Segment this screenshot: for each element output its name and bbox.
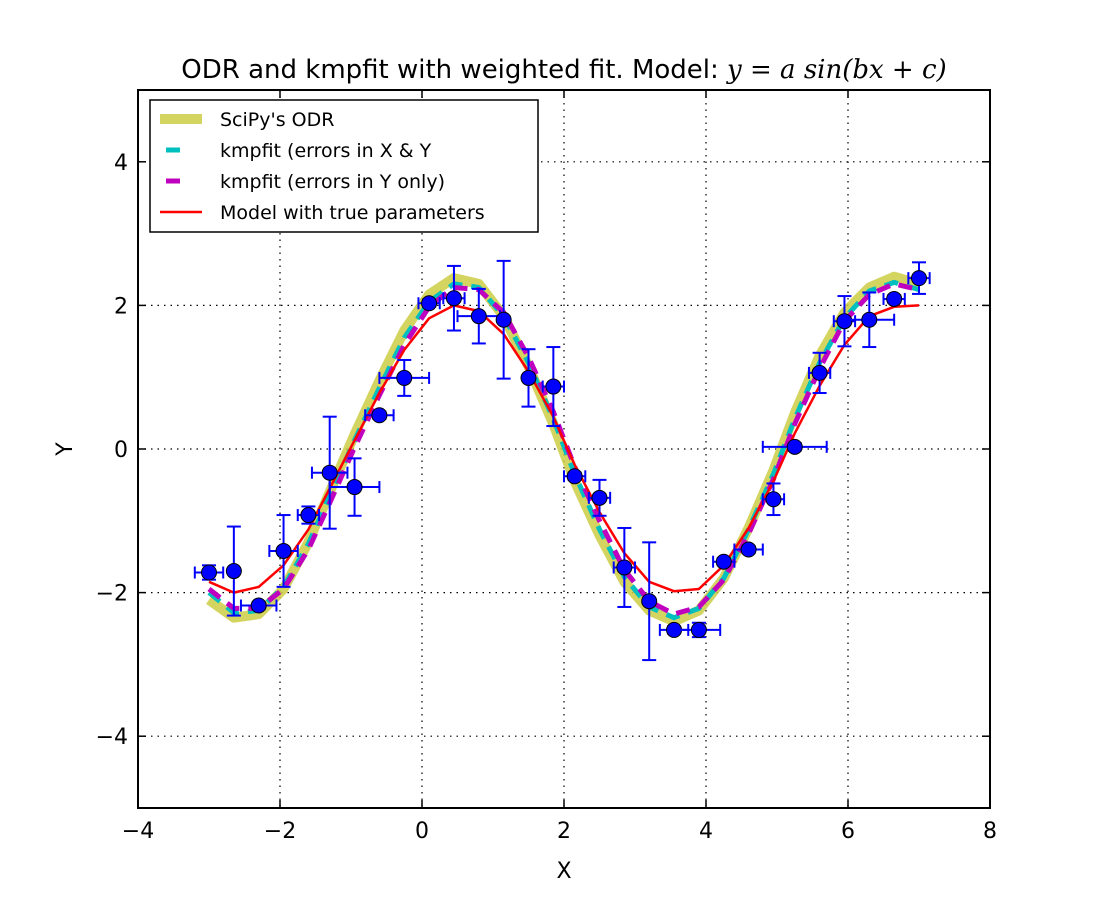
- chart-title: ODR and kmpfit with weighted fit. Model:…: [181, 55, 946, 85]
- data-point-group: [563, 468, 587, 485]
- series-lines: [206, 271, 921, 627]
- x-tick-label: −4: [122, 819, 154, 844]
- data-point-group: [456, 287, 502, 345]
- data-point: [346, 479, 363, 496]
- data-point-group: [495, 259, 512, 380]
- data-point-group: [612, 526, 636, 608]
- legend-label: Model with true parameters: [220, 202, 485, 224]
- data-point: [911, 270, 927, 287]
- data-point-group: [364, 407, 395, 424]
- data-point: [275, 542, 292, 559]
- data-point: [396, 369, 413, 386]
- data-point: [495, 311, 512, 328]
- data-point: [201, 564, 217, 581]
- data-point-group: [310, 415, 349, 530]
- data-point-group: [676, 621, 722, 639]
- data-point: [591, 489, 608, 506]
- data-point: [445, 290, 462, 307]
- data-point: [861, 311, 878, 328]
- data-point: [765, 491, 782, 508]
- data-point: [886, 290, 903, 307]
- data-point: [715, 553, 732, 570]
- data-point-group: [712, 553, 736, 570]
- series-line-true-model: [208, 304, 920, 594]
- x-tick-label: 6: [841, 819, 855, 844]
- y-axis-label: Y: [53, 442, 78, 457]
- y-tick-label: −2: [96, 582, 128, 607]
- legend-label: kmpfit (errors in X & Y: [220, 140, 432, 162]
- legend-box: [149, 99, 539, 233]
- data-point-group: [193, 564, 225, 581]
- series-line-kmpfit-xy: [207, 279, 920, 621]
- data-point-group: [761, 438, 828, 455]
- legend-label: SciPy's ODR: [220, 109, 334, 131]
- x-tick-label: −2: [264, 819, 296, 844]
- data-point-group: [442, 264, 466, 332]
- data-point-group: [761, 482, 786, 517]
- data-point: [371, 407, 388, 424]
- data-point-group: [882, 290, 906, 307]
- x-tick-label: 0: [415, 819, 429, 844]
- data-point-group: [328, 457, 381, 517]
- x-tick-label: 2: [557, 819, 571, 844]
- legend: SciPy's ODR kmpfit (errors in X & Y kmpfit…: [149, 99, 539, 233]
- data-point-group: [587, 478, 612, 517]
- data-point-group: [641, 541, 658, 662]
- data-point-group: [843, 291, 896, 349]
- data-points: [193, 259, 931, 662]
- data-point: [321, 464, 338, 481]
- y-tick-label: 0: [114, 438, 128, 463]
- axis-ticks: −4 −2 0 2 4 6 8 −4 −2 0 2 4: [96, 90, 997, 844]
- x-tick-label: 8: [983, 819, 997, 844]
- y-tick-label: 4: [114, 151, 128, 176]
- data-point: [225, 563, 242, 580]
- data-point-group: [225, 525, 242, 617]
- chart-title-prefix: ODR and kmpfit with weighted fit. Model:: [181, 55, 727, 85]
- x-tick-label: 4: [699, 819, 713, 844]
- legend-label: kmpfit (errors in Y only): [220, 171, 445, 193]
- data-point-group: [907, 261, 931, 295]
- data-point: [250, 597, 267, 614]
- data-point-group: [296, 505, 321, 525]
- data-point-group: [807, 351, 832, 394]
- data-point-group: [417, 295, 441, 312]
- data-point: [470, 308, 487, 325]
- data-point: [616, 559, 633, 576]
- data-point: [740, 541, 757, 558]
- y-tick-label: 2: [114, 294, 128, 319]
- data-point-group: [378, 358, 431, 397]
- y-tick-label: −4: [96, 725, 128, 750]
- data-point: [421, 295, 438, 312]
- data-point: [690, 621, 707, 638]
- data-point-group: [520, 348, 537, 408]
- data-point: [300, 507, 317, 524]
- data-point: [520, 369, 537, 386]
- series-line-kmpfit-y: [207, 281, 920, 617]
- x-axis-label: X: [556, 859, 571, 884]
- data-point: [811, 364, 828, 381]
- data-point-group: [268, 514, 299, 588]
- data-point: [545, 378, 562, 395]
- chart-title-formula: y = a sin(bx + c): [726, 55, 947, 85]
- data-point-group: [733, 541, 764, 558]
- data-point-group: [239, 597, 278, 614]
- data-point: [786, 438, 803, 455]
- data-point: [566, 468, 583, 485]
- data-point-group: [541, 346, 565, 428]
- data-point: [641, 593, 658, 610]
